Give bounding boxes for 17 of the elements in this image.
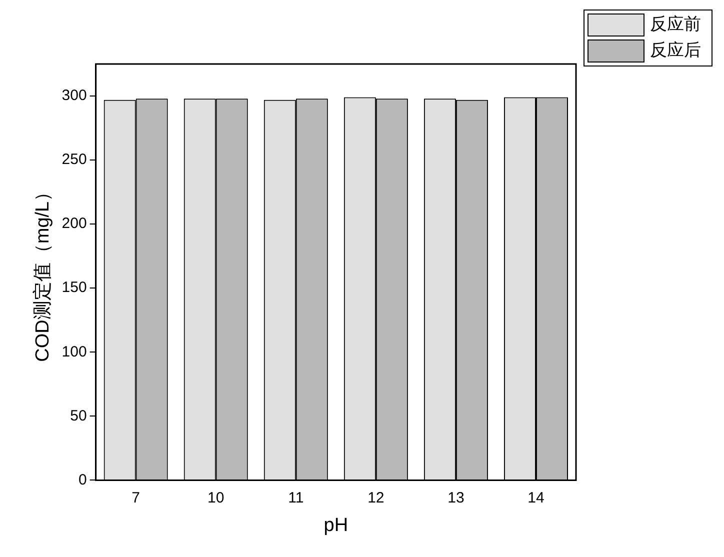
- y-tick-label: 50: [70, 407, 87, 424]
- y-tick-label: 250: [62, 151, 87, 168]
- y-axis-title: COD测定值（mg/L）: [32, 182, 54, 362]
- y-tick-label: 100: [62, 343, 87, 360]
- legend-label: 反应后: [650, 40, 701, 60]
- x-tick-label: 11: [288, 489, 304, 506]
- y-tick-label: 0: [78, 471, 87, 488]
- y-tick-label: 150: [62, 279, 87, 296]
- legend-label: 反应前: [650, 14, 701, 34]
- x-tick-label: 13: [448, 489, 464, 506]
- x-tick-label: 10: [208, 489, 224, 506]
- x-tick-label: 12: [368, 489, 384, 506]
- x-tick-label: 7: [132, 489, 140, 506]
- x-tick-label: 14: [528, 489, 544, 506]
- x-axis-title: pH: [324, 514, 348, 536]
- y-tick-label: 300: [62, 87, 87, 104]
- y-tick-label: 200: [62, 215, 87, 232]
